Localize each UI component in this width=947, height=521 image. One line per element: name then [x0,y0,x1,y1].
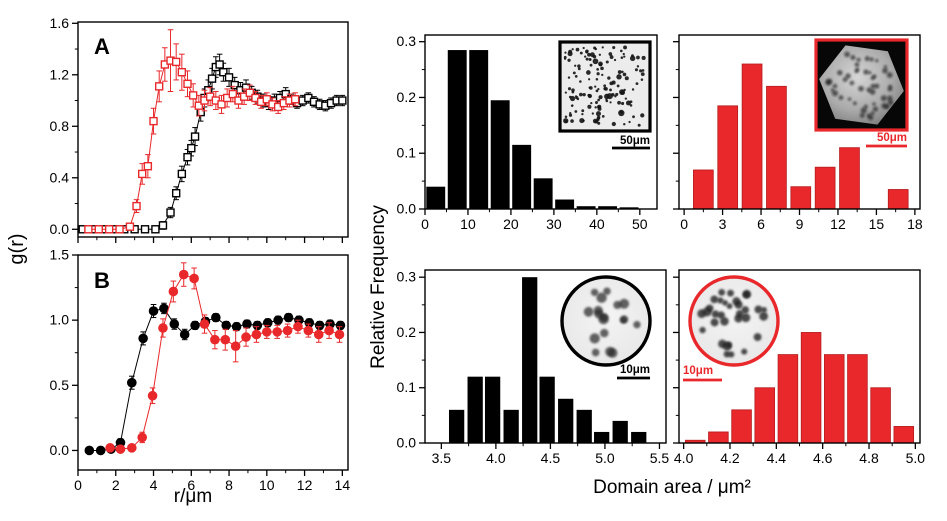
svg-text:1.2: 1.2 [50,66,70,82]
svg-text:0.5: 0.5 [50,377,70,393]
svg-text:0.8: 0.8 [50,118,70,134]
svg-text:50μm: 50μm [620,135,650,147]
gr-axis-label: g(r) [6,233,28,265]
svg-text:0: 0 [421,216,429,232]
panel-b-label: B [94,268,110,293]
svg-text:30: 30 [546,216,562,232]
svg-text:0.3: 0.3 [397,269,417,285]
svg-text:10: 10 [460,216,476,232]
svg-text:4.5: 4.5 [541,450,561,466]
svg-text:0.0: 0.0 [397,435,417,451]
svg-text:8: 8 [225,477,233,493]
hist_large_red-plot: 0 3 6 9 12 15 18 50μm [673,34,923,232]
svg-text:10: 10 [259,477,275,493]
hist_large_black-inset: 50μm [558,40,652,150]
svg-text:0.4: 0.4 [50,169,70,185]
svg-text:20: 20 [503,216,519,232]
svg-text:10μm: 10μm [620,364,650,376]
svg-text:0: 0 [74,477,82,493]
svg-text:5.0: 5.0 [906,450,926,466]
svg-text:10μm: 10μm [683,365,713,377]
hist_small_black-plot: 3.5 4.0 4.5 5.0 5.5 0.0 0.1 0.2 0.3 10μm [397,269,670,466]
svg-text:2: 2 [112,477,120,493]
svg-text:14: 14 [335,477,351,493]
panel-a-label: A [94,34,110,59]
svg-text:4: 4 [150,477,158,493]
relative-frequency-axis-label: Relative Frequency [368,205,389,369]
panel_a-plot: 0.0 0.4 0.8 1.2 1.6 [50,15,349,243]
svg-text:9: 9 [796,216,804,232]
svg-text:1.0: 1.0 [50,312,70,328]
svg-text:4.6: 4.6 [813,450,833,466]
domain-area-axis-label: Domain area / μm² [593,477,751,498]
svg-text:15: 15 [869,216,885,232]
svg-text:50μm: 50μm [877,132,907,144]
svg-text:5.0: 5.0 [595,450,615,466]
svg-text:1.5: 1.5 [50,247,70,263]
svg-text:4.0: 4.0 [674,450,694,466]
svg-text:0.0: 0.0 [50,221,70,237]
svg-text:6: 6 [187,477,195,493]
svg-text:0.2: 0.2 [397,324,417,340]
svg-text:50: 50 [632,216,648,232]
svg-text:4.8: 4.8 [859,450,879,466]
svg-text:3: 3 [719,216,727,232]
svg-text:40: 40 [589,216,605,232]
hist_large_black-plot: 0 10 20 30 40 50 0.0 0.1 0.2 0.3 50μm [397,33,658,232]
hist_small_red-plot: 4.0 4.2 4.4 4.6 4.8 5.0 10μm [673,269,926,466]
svg-text:18: 18 [907,216,923,232]
hist_large_red-inset: 50μm [814,38,909,148]
svg-text:0.3: 0.3 [397,33,417,49]
svg-text:0.0: 0.0 [50,442,70,458]
svg-text:0: 0 [680,216,688,232]
svg-text:4.0: 4.0 [486,450,506,466]
hist_small_red-inset: 10μm [683,275,780,382]
svg-text:0.1: 0.1 [397,379,417,395]
svg-text:0.0: 0.0 [397,201,417,217]
panel_b-plot: 0 2 4 6 8 10 12 14 0.0 0.5 1.0 1.5 [50,247,351,494]
svg-text:0.1: 0.1 [397,145,417,161]
r-axis-label: r/μm [173,486,213,507]
hist_small_black-inset: 10μm [560,275,652,380]
svg-text:4.4: 4.4 [767,450,787,466]
svg-text:6: 6 [757,216,765,232]
svg-text:4.2: 4.2 [720,450,740,466]
svg-text:0.2: 0.2 [397,89,417,105]
svg-text:5.5: 5.5 [650,450,670,466]
svg-text:3.5: 3.5 [432,450,452,466]
svg-text:1.6: 1.6 [50,15,70,31]
svg-text:12: 12 [830,216,846,232]
svg-text:12: 12 [297,477,313,493]
